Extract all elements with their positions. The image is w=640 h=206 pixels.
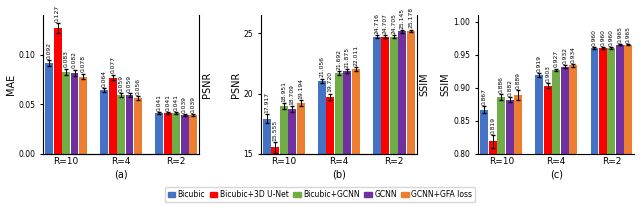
Text: 22.011: 22.011 <box>353 45 358 66</box>
Text: 0.082: 0.082 <box>72 52 77 68</box>
Bar <box>297 103 305 206</box>
Bar <box>271 147 279 206</box>
Bar <box>352 69 360 206</box>
Bar <box>489 141 497 206</box>
Legend: Bicubic, Bicubic+3D U-Net, Bicubic+GCNN, GCNN, GCNN+GFA loss: Bicubic, Bicubic+3D U-Net, Bicubic+GCNN,… <box>164 187 476 202</box>
Text: 0.041: 0.041 <box>157 94 162 111</box>
Text: 0.960: 0.960 <box>592 29 597 46</box>
Bar <box>125 95 134 154</box>
Text: 0.059: 0.059 <box>127 75 132 92</box>
Text: 0.932: 0.932 <box>563 47 567 64</box>
Text: 15.555: 15.555 <box>273 119 278 141</box>
Bar <box>70 73 79 154</box>
Text: 0.127: 0.127 <box>55 5 60 22</box>
Bar <box>100 90 108 154</box>
Text: 18.951: 18.951 <box>281 81 286 102</box>
Bar <box>481 110 488 206</box>
Text: 21.692: 21.692 <box>336 49 341 70</box>
Text: 0.056: 0.056 <box>136 78 141 95</box>
Text: 0.078: 0.078 <box>81 55 86 73</box>
Bar <box>79 76 87 154</box>
Bar <box>407 31 415 206</box>
Bar <box>536 75 543 206</box>
Y-axis label: SSIM: SSIM <box>420 73 429 96</box>
Y-axis label: MAE: MAE <box>6 74 15 95</box>
Bar <box>552 70 560 206</box>
Text: 0.092: 0.092 <box>47 42 52 59</box>
Bar <box>390 37 397 206</box>
Text: 0.927: 0.927 <box>554 50 559 68</box>
Text: 17.917: 17.917 <box>264 92 269 113</box>
Bar <box>263 119 271 206</box>
Text: 0.039: 0.039 <box>191 96 196 113</box>
Text: 0.889: 0.889 <box>516 73 521 89</box>
Text: 0.965: 0.965 <box>618 26 622 43</box>
Bar <box>134 98 142 154</box>
Text: 18.709: 18.709 <box>290 84 294 105</box>
Text: 21.056: 21.056 <box>319 56 324 77</box>
Text: 0.882: 0.882 <box>508 79 512 96</box>
Bar <box>373 36 381 206</box>
Bar <box>381 37 389 206</box>
Bar <box>164 113 172 154</box>
Text: 0.064: 0.064 <box>102 70 107 87</box>
Text: 0.934: 0.934 <box>571 46 576 63</box>
Bar <box>591 48 598 206</box>
Bar <box>45 63 53 154</box>
Y-axis label: PSNR: PSNR <box>202 71 212 98</box>
Text: 0.867: 0.867 <box>482 88 487 105</box>
Text: 0.819: 0.819 <box>490 117 495 134</box>
Text: 19.720: 19.720 <box>328 71 333 92</box>
X-axis label: (a): (a) <box>115 170 128 180</box>
Bar <box>544 86 552 206</box>
Bar <box>318 81 326 206</box>
Text: 0.960: 0.960 <box>609 29 614 46</box>
Bar <box>117 95 125 154</box>
Bar <box>62 71 70 154</box>
Text: 0.919: 0.919 <box>537 55 542 72</box>
Bar <box>607 48 615 206</box>
Bar <box>506 100 514 206</box>
Text: 0.083: 0.083 <box>63 51 68 68</box>
Text: 0.903: 0.903 <box>545 65 550 82</box>
Bar <box>180 115 189 154</box>
Bar <box>172 113 180 154</box>
Text: 0.965: 0.965 <box>626 26 631 43</box>
Bar <box>398 31 406 206</box>
Bar <box>599 48 607 206</box>
Text: 24.707: 24.707 <box>383 13 388 34</box>
Bar <box>156 113 163 154</box>
Bar <box>54 28 61 154</box>
Text: 0.059: 0.059 <box>118 75 124 92</box>
X-axis label: (c): (c) <box>550 170 563 180</box>
Bar <box>326 97 334 206</box>
Text: 0.041: 0.041 <box>173 94 179 111</box>
Text: 0.077: 0.077 <box>110 56 115 73</box>
Bar <box>515 95 522 206</box>
Text: 24.716: 24.716 <box>374 13 380 34</box>
Bar <box>189 115 197 154</box>
Y-axis label: PSNR: PSNR <box>230 71 241 98</box>
Bar <box>288 109 296 206</box>
Bar <box>497 97 505 206</box>
Text: 0.039: 0.039 <box>182 96 187 113</box>
Bar <box>335 73 342 206</box>
Text: 0.960: 0.960 <box>600 29 605 46</box>
Text: 21.875: 21.875 <box>345 47 349 68</box>
Bar <box>343 71 351 206</box>
Text: 19.194: 19.194 <box>298 78 303 99</box>
Bar <box>570 65 577 206</box>
Text: 0.886: 0.886 <box>499 76 504 93</box>
Bar <box>625 45 632 206</box>
Bar <box>109 77 116 154</box>
Text: 24.705: 24.705 <box>391 13 396 34</box>
X-axis label: (b): (b) <box>332 170 346 180</box>
Bar <box>561 67 569 206</box>
Text: 25.145: 25.145 <box>400 8 404 29</box>
Text: 0.041: 0.041 <box>165 94 170 111</box>
Text: 25.178: 25.178 <box>408 7 413 28</box>
Bar <box>616 45 624 206</box>
Bar <box>280 106 287 206</box>
Y-axis label: SSIM: SSIM <box>441 73 451 96</box>
